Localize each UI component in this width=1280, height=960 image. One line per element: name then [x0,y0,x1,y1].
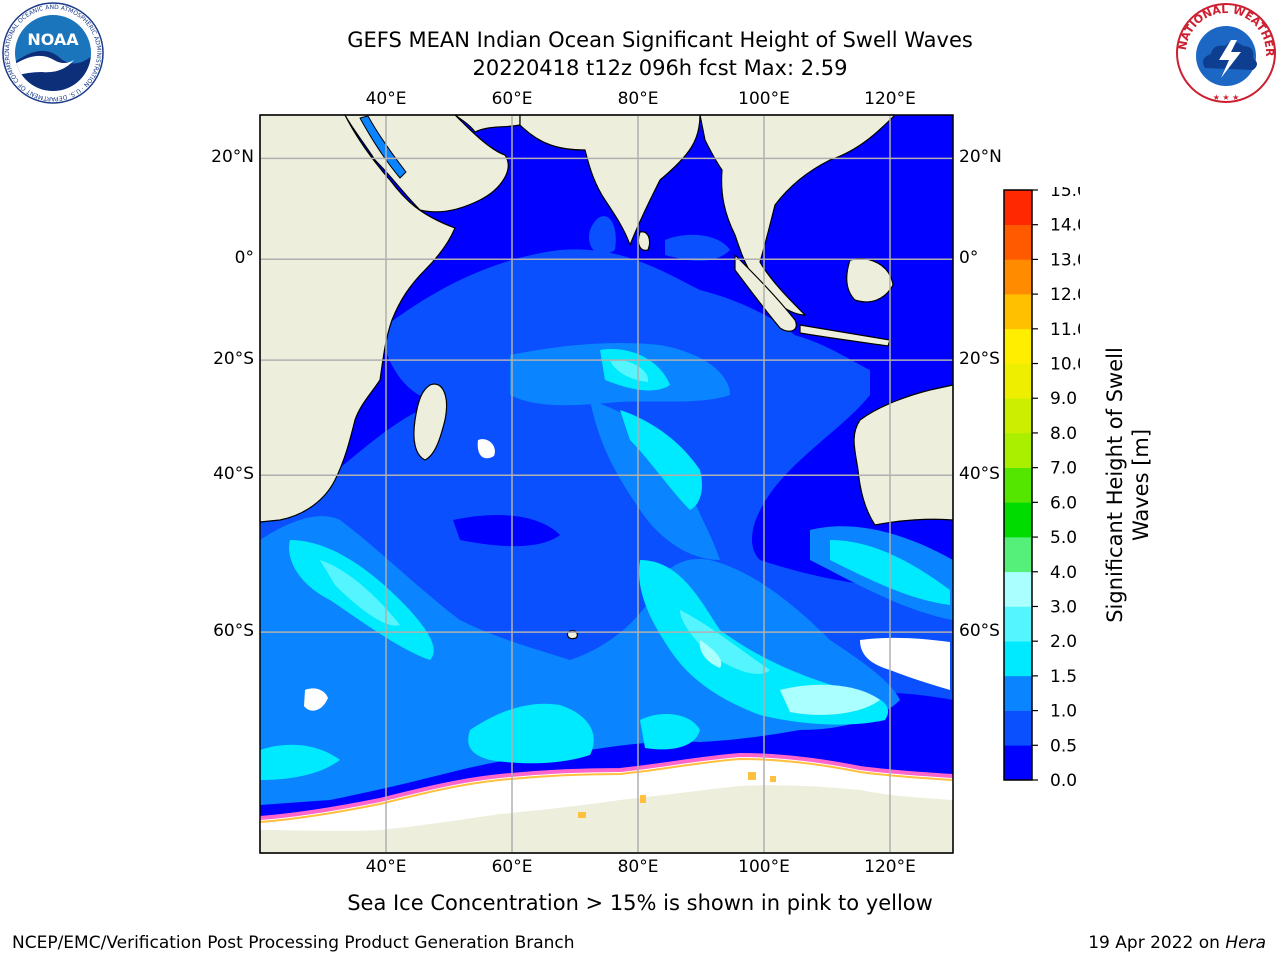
colorbar-label: 1.0 [1050,702,1077,722]
lon-tick-top: 100°E [738,89,790,109]
chart-subtitle: 20220418 t12z 096h fcst Max: 2.59 [472,56,848,80]
colorbar-swatch [1004,190,1032,226]
colorbar-label: 4.0 [1050,563,1077,583]
lat-tick-right: 60°S [959,621,1000,642]
lon-tick-top: 80°E [617,89,659,109]
colorbar-label: 9.0 [1050,389,1077,409]
colorbar-swatch [1004,467,1032,503]
colorbar-border [1003,189,1033,781]
colorbar-label: 0.5 [1050,736,1077,756]
colorbar-swatch [1004,224,1032,260]
colorbar-swatch [1004,745,1032,781]
colorbar: 0.0 0.5 1.0 1.5 2.0 3.0 4.0 5.0 6.0 7.0 8.0 9.0 10.0… [1003,187,1080,787]
colorbar-swatch [1004,606,1032,642]
colorbar-title: Significant Height of Swell Waves [m] [1102,347,1154,623]
colorbar-swatch [1004,363,1032,399]
lat-tick-left: 0° [234,248,254,269]
svg-text:★ ★ ★: ★ ★ ★ [1213,93,1240,102]
sea-ice-note: Sea Ice Concentration > 15% is shown in … [347,891,933,915]
svg-text:NOAA: NOAA [27,30,79,49]
colorbar-label: 10.0 [1050,355,1080,375]
colorbar-label: 12.0 [1050,285,1080,305]
lat-tick-right: 0° [959,248,979,269]
colorbar-swatch [1004,571,1032,607]
colorbar-label: 2.0 [1050,632,1077,652]
colorbar-label: 0.0 [1050,771,1077,787]
colorbar-label: 8.0 [1050,424,1077,444]
colorbar-swatch [1004,710,1032,746]
noaa-logo: NATIONAL OCEANIC AND ATMOSPHERIC ADMINIS… [2,2,104,104]
colorbar-swatch [1004,432,1032,468]
lat-tick-left: 20°S [213,349,254,370]
lon-tick-bottom: 60°E [491,857,533,877]
colorbar-label: 3.0 [1050,597,1077,617]
lat-tick-left: 20°N [211,147,254,168]
lat-tick-right: 40°S [959,464,1000,485]
lon-tick-top: 40°E [365,89,407,109]
gridlines [260,115,953,853]
sea-ice [259,439,954,831]
colorbar-label: 5.0 [1050,528,1077,548]
land-masses [259,114,954,854]
colorbar-label: 15.0 [1050,187,1080,201]
colorbar-swatch [1004,675,1032,711]
lat-tick-left: 60°S [213,621,254,642]
footer-date: 19 Apr 2022 on Hera [1088,933,1266,953]
lat-tick-right: 20°S [959,349,1000,370]
lat-tick-left: 40°S [213,464,254,485]
map-border [259,114,954,854]
chart-title: GEFS MEAN Indian Ocean Significant Heigh… [347,28,973,52]
lon-tick-bottom: 100°E [738,857,790,877]
colorbar-label: 1.5 [1050,667,1077,687]
lat-tick-right: 20°N [959,147,1002,168]
colorbar-swatch [1004,537,1032,573]
colorbar-label: 7.0 [1050,459,1077,479]
lon-tick-bottom: 80°E [617,857,659,877]
colorbar-swatch [1004,294,1032,330]
colorbar-swatch [1004,259,1032,295]
lon-tick-bottom: 40°E [365,857,407,877]
footer-host: Hera [1225,933,1266,953]
colorbar-swatch [1004,641,1032,677]
lon-tick-top: 60°E [491,89,533,109]
lon-tick-bottom: 120°E [864,857,916,877]
colorbar-swatch [1004,398,1032,434]
colorbar-title-line2: Waves [m] [1129,428,1153,542]
colorbar-label: 13.0 [1050,250,1080,270]
colorbar-label: 11.0 [1050,320,1080,340]
colorbar-label: 6.0 [1050,493,1077,513]
colorbar-swatch [1004,502,1032,538]
footer-date-text: 19 Apr 2022 on [1088,933,1220,953]
colorbar-title-line1: Significant Height of Swell [1103,347,1127,623]
colorbar-swatch [1004,328,1032,364]
colorbar-label: 14.0 [1050,216,1080,236]
lon-tick-top: 120°E [864,89,916,109]
nws-logo: NATIONAL WEATHER SERVICE ★ ★ ★ [1175,2,1276,103]
footer-credit: NCEP/EMC/Verification Post Processing Pr… [12,933,575,953]
